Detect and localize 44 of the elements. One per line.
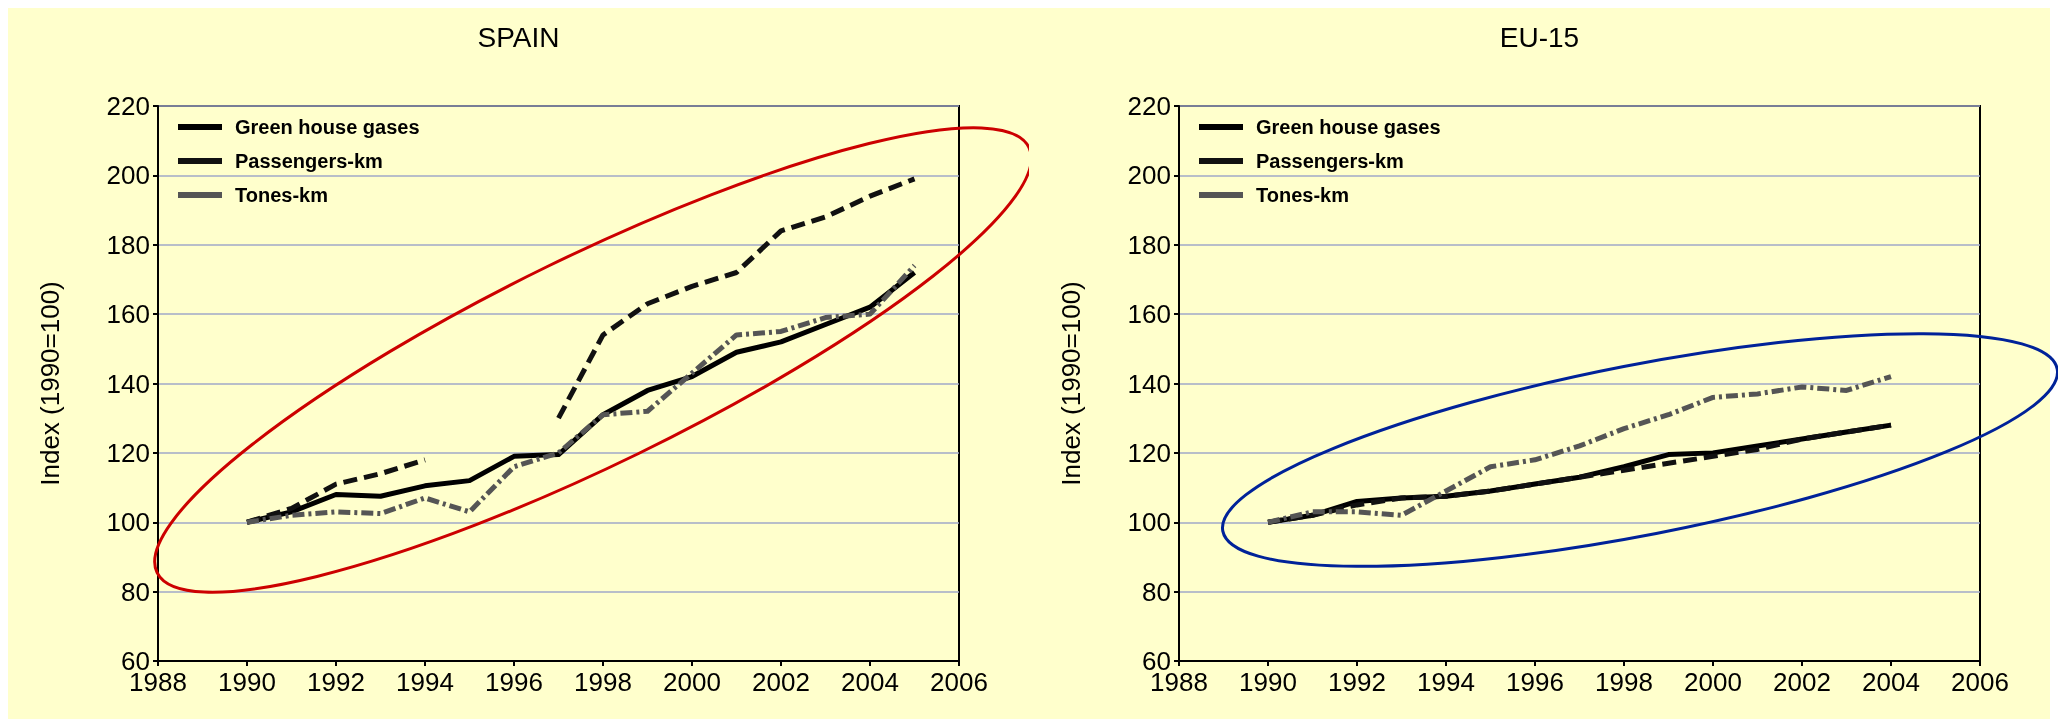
x-tick-label: 1994 xyxy=(396,667,454,697)
y-tick-label: 80 xyxy=(1142,576,1171,607)
chart-title: EU-15 xyxy=(1499,21,1580,53)
y-tick-label: 120 xyxy=(1127,437,1171,468)
y-tick-label: 200 xyxy=(1127,160,1171,191)
y-tick-label: 200 xyxy=(106,160,150,191)
x-tick-label: 1994 xyxy=(1417,667,1475,697)
y-tick-label: 180 xyxy=(1127,229,1171,260)
legend-label: Tones-km xyxy=(1256,184,1349,206)
legend-label: Passengers-km xyxy=(1256,150,1404,172)
x-tick-label: 1998 xyxy=(1595,667,1653,697)
x-tick-label: 2000 xyxy=(1684,667,1742,697)
chart-title: SPAIN xyxy=(477,21,560,53)
x-tick-label: 2004 xyxy=(841,667,899,697)
y-tick-label: 220 xyxy=(1127,91,1171,121)
x-tick-label: 1990 xyxy=(1239,667,1297,697)
y-tick-label: 100 xyxy=(106,507,150,538)
y-tick-label: 80 xyxy=(121,576,150,607)
y-tick-label: 160 xyxy=(1127,299,1171,330)
x-tick-label: 1992 xyxy=(1328,667,1386,697)
y-axis-title: Index (1990=100) xyxy=(35,281,65,486)
x-tick-label: 2002 xyxy=(1773,667,1831,697)
legend-label: Passengers-km xyxy=(235,150,383,172)
y-tick-label: 180 xyxy=(106,229,150,260)
y-tick-label: 160 xyxy=(106,299,150,330)
legend-label: Green house gases xyxy=(235,116,420,138)
x-tick-label: 1996 xyxy=(1506,667,1564,697)
x-tick-label: 2006 xyxy=(930,667,988,697)
x-tick-label: 2006 xyxy=(1951,667,2009,697)
x-tick-label: 2000 xyxy=(663,667,721,697)
y-tick-label: 140 xyxy=(106,368,150,399)
y-tick-label: 120 xyxy=(106,437,150,468)
x-tick-label: 1998 xyxy=(574,667,632,697)
x-tick-label: 2004 xyxy=(1862,667,1920,697)
x-tick-label: 1996 xyxy=(485,667,543,697)
y-axis-title: Index (1990=100) xyxy=(1056,281,1086,486)
x-tick-label: 2002 xyxy=(752,667,810,697)
legend-label: Green house gases xyxy=(1256,116,1441,138)
x-tick-label: 1992 xyxy=(307,667,365,697)
legend-label: Tones-km xyxy=(235,184,328,206)
x-tick-label: 1990 xyxy=(218,667,276,697)
y-tick-label: 100 xyxy=(1127,507,1171,538)
y-tick-label: 220 xyxy=(106,91,150,121)
y-tick-label: 140 xyxy=(1127,368,1171,399)
